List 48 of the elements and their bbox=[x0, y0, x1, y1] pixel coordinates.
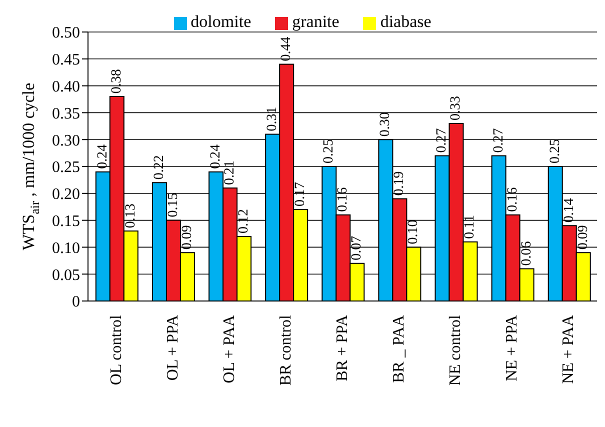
data-label: 0.31 bbox=[265, 106, 280, 132]
data-label: 0.24 bbox=[208, 144, 224, 169]
data-label: 0.10 bbox=[406, 220, 422, 244]
x-tick-label: NE + PAA bbox=[560, 314, 578, 384]
y-tick-label: 0.45 bbox=[52, 52, 80, 69]
legend-label: dolomite bbox=[190, 12, 252, 31]
data-label: 0.25 bbox=[548, 139, 563, 164]
x-tick-label: OL control bbox=[108, 314, 125, 386]
y-tick-label: 0.30 bbox=[52, 132, 80, 150]
y-tick-label: 0.40 bbox=[52, 78, 80, 96]
data-label: 0.09 bbox=[576, 225, 591, 250]
data-label: 0.09 bbox=[180, 225, 195, 250]
y-tick-label: 0.15 bbox=[52, 212, 80, 230]
legend-label: granite bbox=[292, 12, 340, 31]
data-label: 0.38 bbox=[109, 69, 124, 94]
x-tick-label: OL + PAA bbox=[220, 314, 238, 384]
data-label: 0.21 bbox=[222, 160, 238, 186]
data-label: 0.27 bbox=[491, 128, 506, 153]
data-label: 0.30 bbox=[378, 112, 394, 137]
x-tick-label: OL + PPA bbox=[164, 314, 182, 381]
data-label: 0.15 bbox=[166, 192, 181, 218]
data-label: 0.44 bbox=[279, 36, 294, 62]
data-label: 0.19 bbox=[392, 171, 408, 196]
y-tick-label: 0.25 bbox=[52, 159, 80, 176]
y-tick-label: 0.35 bbox=[52, 105, 80, 122]
y-tick-label: 0 bbox=[72, 294, 80, 311]
data-label: 0.06 bbox=[519, 241, 534, 266]
y-tick-label: 0.05 bbox=[52, 266, 80, 284]
x-tick-label: NE control bbox=[447, 314, 464, 386]
x-tick-label: BR control bbox=[277, 314, 294, 386]
x-tick-label: BR _ PAA bbox=[390, 314, 408, 383]
y-tick-label: 0.50 bbox=[52, 24, 80, 42]
y-tick-label: 0.10 bbox=[52, 240, 80, 257]
data-label: 0.11 bbox=[462, 214, 478, 239]
data-label: 0.25 bbox=[322, 139, 337, 164]
data-label: 0.12 bbox=[236, 208, 252, 234]
data-label: 0.22 bbox=[152, 155, 167, 180]
x-tick-label: NE + PPA bbox=[504, 314, 521, 382]
data-label: 0.33 bbox=[448, 96, 464, 120]
data-label: 0.24 bbox=[95, 144, 110, 169]
data-label: 0.14 bbox=[562, 198, 577, 223]
x-tick-label: BR + PPA bbox=[334, 314, 351, 382]
data-label: 0.13 bbox=[123, 204, 138, 228]
data-label: 0.27 bbox=[434, 128, 450, 153]
data-label: 0.17 bbox=[293, 182, 308, 207]
data-label: 0.07 bbox=[350, 236, 365, 260]
legend-label: diabase bbox=[380, 12, 432, 31]
y-tick-label: 0.20 bbox=[52, 186, 80, 204]
